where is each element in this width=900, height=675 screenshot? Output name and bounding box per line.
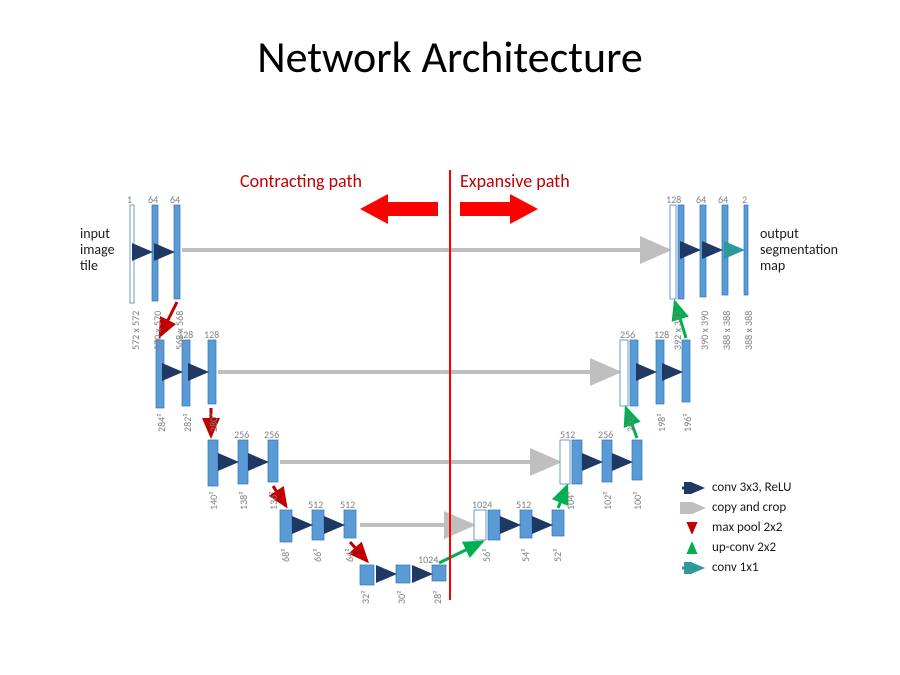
dimension-label: 198² xyxy=(655,413,668,432)
feature-block xyxy=(656,340,664,404)
dimension-label: 54² xyxy=(519,549,532,563)
feature-block xyxy=(238,440,248,484)
dimension-label: 52² xyxy=(551,549,564,563)
channel-label: 128 xyxy=(204,328,219,341)
feature-block xyxy=(432,565,446,581)
channel-label: 512 xyxy=(516,498,531,511)
dimension-label: 138² xyxy=(237,491,250,510)
dimension-label: 388 x 388 xyxy=(742,311,755,350)
channel-label: 1024 xyxy=(418,553,438,566)
feature-block xyxy=(474,510,486,540)
dimension-label: 66² xyxy=(311,549,324,563)
input-label: input image tile xyxy=(80,226,115,274)
feature-block xyxy=(700,205,706,297)
feature-block xyxy=(488,510,500,540)
feature-block xyxy=(620,340,628,406)
dimension-label: 568 x 568 xyxy=(173,311,186,350)
feature-block xyxy=(208,340,216,404)
channel-label: 1 xyxy=(127,193,132,206)
output-label: output segmentation map xyxy=(760,226,838,274)
dimension-label: 30² xyxy=(395,591,408,605)
upconv-arrow xyxy=(439,542,482,563)
feature-block xyxy=(670,205,676,299)
feature-block xyxy=(208,440,218,486)
channel-label: 64 xyxy=(148,193,158,206)
feature-block xyxy=(572,440,582,484)
feature-block xyxy=(174,205,180,299)
channel-label: 256 xyxy=(234,428,249,441)
legend-maxpool: max pool 2x2 xyxy=(680,520,782,535)
feature-block xyxy=(602,440,612,482)
dimension-label: 388 x 388 xyxy=(720,311,733,350)
channel-label: 256 xyxy=(264,428,279,441)
dimension-label: 32² xyxy=(359,591,372,605)
dimension-label: 68² xyxy=(279,549,292,563)
dimension-label: 102² xyxy=(601,491,614,510)
feature-block xyxy=(396,565,410,583)
channel-label: 1024 xyxy=(472,498,492,511)
channel-label: 512 xyxy=(340,498,355,511)
feature-block xyxy=(152,205,158,301)
channel-label: 128 xyxy=(666,193,681,206)
feature-block xyxy=(630,340,638,406)
feature-block xyxy=(312,510,324,540)
contracting-label: Contracting path xyxy=(240,170,362,192)
dimension-label: 56² xyxy=(480,549,493,563)
feature-block xyxy=(156,340,164,408)
feature-block xyxy=(130,205,134,303)
feature-block xyxy=(280,510,292,542)
dimension-label: 28² xyxy=(431,591,444,605)
channel-label: 64 xyxy=(170,193,180,206)
feature-block xyxy=(744,205,748,295)
feature-block xyxy=(678,205,684,299)
feature-block xyxy=(268,440,278,482)
dimension-label: 284² xyxy=(155,413,168,432)
dimension-label: 64² xyxy=(343,549,356,563)
dimension-label: 392 x 392 xyxy=(671,311,684,350)
feature-block xyxy=(560,440,570,484)
channel-label: 256 xyxy=(598,428,613,441)
channel-label: 64 xyxy=(718,193,728,206)
channel-label: 256 xyxy=(620,328,635,341)
dimension-label: 282² xyxy=(181,413,194,432)
dimension-label: 200² xyxy=(624,413,637,432)
feature-block xyxy=(552,510,564,536)
dimension-label: 136² xyxy=(267,491,280,510)
dimension-label: 104² xyxy=(564,491,577,510)
legend-upconv: up-conv 2x2 xyxy=(680,540,776,555)
channel-label: 128 xyxy=(654,328,669,341)
channel-label: 64 xyxy=(696,193,706,206)
feature-block xyxy=(344,510,356,538)
feature-block xyxy=(360,565,374,585)
legend-conv3x3: conv 3x3, ReLU xyxy=(680,480,792,495)
dimension-label: 140² xyxy=(207,491,220,510)
channel-label: 512 xyxy=(560,428,575,441)
legend-copycrop: copy and crop xyxy=(680,500,786,515)
page-title: Network Architecture xyxy=(0,30,900,84)
expansive-label: Expansive path xyxy=(460,170,570,192)
dimension-label: 570 x 570 xyxy=(151,311,164,350)
feature-block xyxy=(722,205,728,295)
channel-label: 2 xyxy=(742,193,747,206)
dimension-label: 390 x 390 xyxy=(698,311,711,350)
feature-block xyxy=(520,510,532,538)
feature-block xyxy=(632,440,642,480)
channel-label: 512 xyxy=(308,498,323,511)
dimension-label: 196² xyxy=(681,413,694,432)
legend-conv1x1: conv 1x1 xyxy=(680,560,758,575)
dimension-label: 280² xyxy=(207,413,220,432)
dimension-label: 100² xyxy=(631,491,644,510)
dimension-label: 572 x 572 xyxy=(129,311,142,350)
diagram-canvas: Network Architecture xyxy=(0,0,900,675)
